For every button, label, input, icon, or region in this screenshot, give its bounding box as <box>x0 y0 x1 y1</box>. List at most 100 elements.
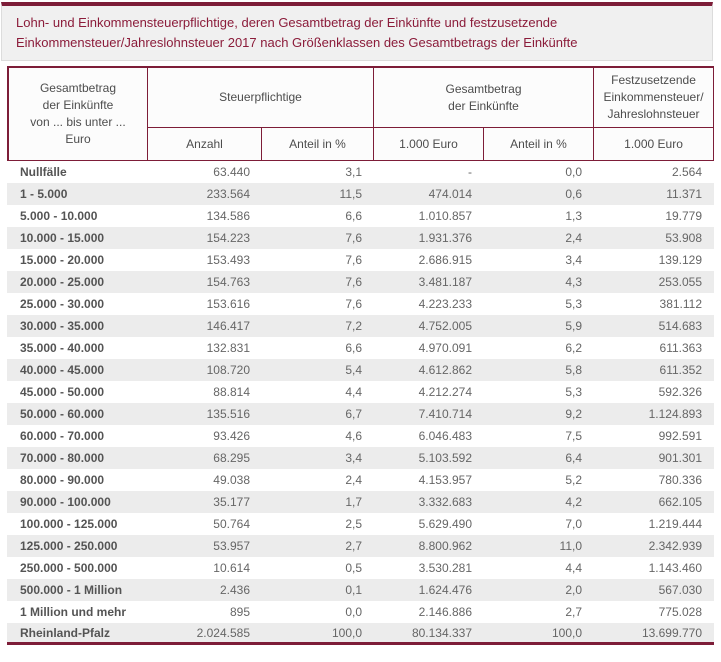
cell-value: 6,6 <box>345 341 362 355</box>
cell-value: 139.129 <box>658 253 703 267</box>
statistics-table: Gesamtbetrag der Einkünfte von ... bis u… <box>7 66 715 645</box>
table-row: 50.000 - 60.000 135.516 6,7 7.410.714 9,2 1.1… <box>7 403 715 425</box>
table-row: 40.000 - 45.000 108.720 5,4 4.612.862 5,8 611… <box>7 359 715 381</box>
cell-value: 63.440 <box>213 165 250 179</box>
cell-value: 1,3 <box>565 209 583 223</box>
cell-value: 5,3 <box>565 385 583 399</box>
row-label: 40.000 - 45.000 <box>7 359 148 381</box>
cell-value: 3,4 <box>262 447 374 469</box>
table-row: 45.000 - 50.000 88.814 4,4 4.212.274 5,3 592.… <box>7 381 714 403</box>
row-label: 25.000 - 30.000 <box>20 297 105 311</box>
row-label: 5.000 - 10.000 <box>20 209 98 223</box>
row-label: 1 Million und mehr <box>20 605 127 619</box>
cell-value: 2,0 <box>484 579 595 601</box>
cell-value: 11,0 <box>484 535 595 557</box>
cell-value: 11.371 <box>594 183 715 205</box>
cell-value: 154.223 <box>148 227 262 249</box>
cell-value: 233.564 <box>148 183 262 205</box>
cell-value: 662.105 <box>594 491 715 513</box>
table-row: 15.000 - 20.000 153.493 7,6 2.686.915 3,4 139… <box>7 249 714 271</box>
cell-value: 153.493 <box>206 253 250 267</box>
cell-value: 5,2 <box>565 473 583 487</box>
cell-value: 2.146.886 <box>418 605 472 619</box>
cell-value: 50.764 <box>213 517 250 531</box>
header-group-gesamtbetrag: Gesamtbetrag der Einkünfte <box>374 66 595 128</box>
cell-value: 53.957 <box>148 535 262 557</box>
cell-value: 93.426 <box>213 429 250 443</box>
cell-value: 132.831 <box>206 341 250 355</box>
cell-value: 7.410.714 <box>374 403 484 425</box>
cell-value: 611.352 <box>594 359 715 381</box>
row-label: 500.000 - 1 Million <box>7 579 148 601</box>
cell-value: 3.481.187 <box>374 271 484 293</box>
row-label: 70.000 - 80.000 <box>7 447 148 469</box>
table-row: 500.000 - 1 Million 2.436 0,1 1.624.476 2,0 5… <box>7 579 715 601</box>
table-container: Gesamtbetrag der Einkünfte von ... bis u… <box>7 66 715 645</box>
cell-value: 7,0 <box>565 517 583 531</box>
cell-value: 7,6 <box>345 297 362 311</box>
row-label: Nullfälle <box>20 165 67 179</box>
table-total-row: Rheinland-Pfalz 2.024.585 100,0 80.134.337 1… <box>7 623 715 645</box>
table-row: Nullfälle 63.440 3,1 - 0,0 2.564 <box>7 161 714 183</box>
cell-value: 5.103.592 <box>374 447 484 469</box>
cell-value: 153.616 <box>206 297 250 311</box>
table-row: 90.000 - 100.000 35.177 1,7 3.332.683 4,2 662… <box>7 491 715 513</box>
row-label: 125.000 - 250.000 <box>7 535 148 557</box>
cell-value: 2.564 <box>671 165 703 179</box>
cell-value: 3,1 <box>345 165 362 179</box>
cell-value: 2,5 <box>345 517 362 531</box>
cell-value: 5,3 <box>565 297 583 311</box>
cell-value: 0,0 <box>565 165 583 179</box>
row-label: 35.000 - 40.000 <box>20 341 105 355</box>
cell-value: 134.586 <box>206 209 250 223</box>
row-label: 1 - 5.000 <box>7 183 148 205</box>
cell-value: 4.212.274 <box>418 385 472 399</box>
cell-value: 5,9 <box>484 315 595 337</box>
cell-value: 19.779 <box>665 209 703 223</box>
cell-value: 7,6 <box>262 227 374 249</box>
cell-value: 135.516 <box>148 403 262 425</box>
table-row: 125.000 - 250.000 53.957 2,7 8.800.962 11,0 2… <box>7 535 715 557</box>
cell-value: 992.591 <box>658 429 703 443</box>
row-label: 100.000 - 125.000 <box>20 517 118 531</box>
cell-value: 4.223.233 <box>418 297 472 311</box>
table-row: 80.000 - 90.000 49.038 2,4 4.153.957 5,2 780.… <box>7 469 714 491</box>
cell-value: 5,8 <box>484 359 595 381</box>
cell-value: 895 <box>229 605 250 619</box>
cell-value: - <box>468 165 472 179</box>
cell-value: 474.014 <box>374 183 484 205</box>
cell-value: 3,4 <box>565 253 583 267</box>
cell-value: 100,0 <box>262 623 374 645</box>
cell-value: 3.530.281 <box>418 561 472 575</box>
cell-value: 4,4 <box>345 385 362 399</box>
cell-value: 0,5 <box>345 561 362 575</box>
cell-value: 146.417 <box>148 315 262 337</box>
cell-value: 592.326 <box>658 385 703 399</box>
cell-value: 1.143.460 <box>648 561 703 575</box>
cell-value: 4,4 <box>565 561 583 575</box>
cell-value: 0,0 <box>345 605 362 619</box>
cell-value: 7,6 <box>345 253 362 267</box>
cell-value: 4.752.005 <box>374 315 484 337</box>
header-gesamtbetrag-klassen: Gesamtbetrag der Einkünfte von ... bis u… <box>7 66 148 161</box>
table-row: 25.000 - 30.000 153.616 7,6 4.223.233 5,3 381… <box>7 293 714 315</box>
cell-value: 901.301 <box>594 447 715 469</box>
cell-value: 2,7 <box>565 605 583 619</box>
cell-value: 2.436 <box>148 579 262 601</box>
cell-value: 0,6 <box>484 183 595 205</box>
cell-value: 1.010.857 <box>418 209 472 223</box>
row-label: 10.000 - 15.000 <box>7 227 148 249</box>
cell-value: 4,3 <box>484 271 595 293</box>
cell-value: 88.814 <box>213 385 250 399</box>
cell-value: 4.612.862 <box>374 359 484 381</box>
table-row: 5.000 - 10.000 134.586 6,6 1.010.857 1,3 19.7… <box>7 205 714 227</box>
cell-value: 1.219.444 <box>648 517 703 531</box>
cell-value: 1.624.476 <box>374 579 484 601</box>
table-row: 100.000 - 125.000 50.764 2,5 5.629.490 7,0 1.… <box>7 513 714 535</box>
cell-value: 108.720 <box>148 359 262 381</box>
table-row: 70.000 - 80.000 68.295 3,4 5.103.592 6,4 901.… <box>7 447 715 469</box>
cell-value: 6,4 <box>484 447 595 469</box>
header-festzusetzende-steuer: Festzusetzende Einkommensteuer/ Jahreslo… <box>594 66 715 128</box>
cell-value: 11,5 <box>262 183 374 205</box>
